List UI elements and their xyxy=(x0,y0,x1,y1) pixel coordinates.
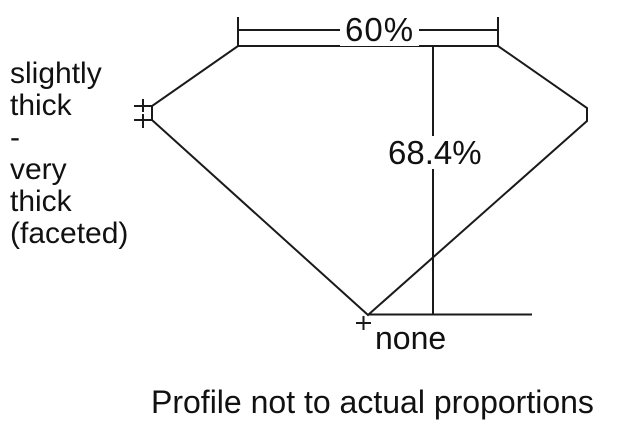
depth-percent-label: 68.4% xyxy=(384,136,486,169)
culet-cross-mark xyxy=(356,316,371,330)
girdle-tick-upper xyxy=(134,99,152,112)
diagram-caption: Profile not to actual proportions xyxy=(151,384,594,420)
diamond-outline xyxy=(151,45,588,317)
girdle-thickness-label: slightly thick - very thick (faceted) xyxy=(10,57,129,250)
girdle-tick-lower xyxy=(134,114,152,128)
table-width-percent-label: 60% xyxy=(340,13,420,46)
culet-label: none xyxy=(375,320,447,356)
